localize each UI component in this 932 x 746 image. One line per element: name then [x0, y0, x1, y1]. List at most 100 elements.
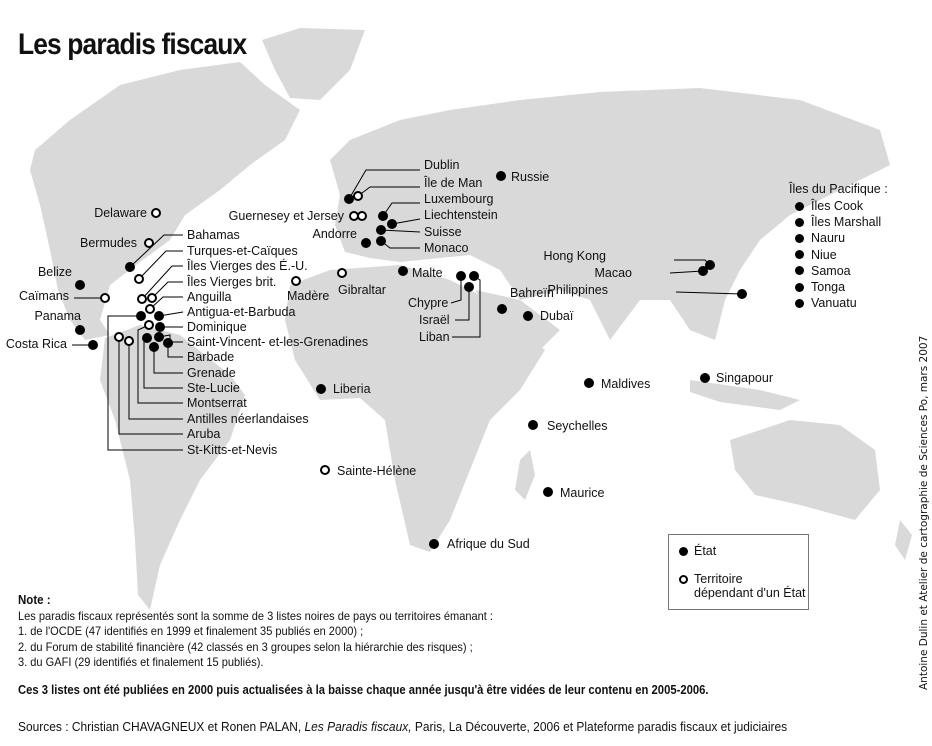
greenland [262, 28, 365, 100]
place-label-anguilla: Anguilla [187, 290, 232, 304]
place-label-antilles-neerlandaises: Antilles néerlandaises [187, 412, 309, 426]
pacific-item-label: Niue [811, 247, 837, 262]
etat-marker-saint-vincent-et-les-grenadines [154, 332, 164, 342]
leader-line-aruba [118, 337, 183, 435]
etat-marker-st-kitts-et-nevis [136, 311, 146, 321]
arabia [475, 290, 560, 350]
pacific-item-label: Vanuatu [811, 296, 857, 311]
territoire-marker-sainte-helene [320, 465, 330, 475]
etat-marker-israel [464, 282, 474, 292]
australia [730, 420, 880, 520]
place-label-caimans: Caïmans [18, 289, 69, 303]
territoire-marker-turques-et-caiques [134, 274, 144, 284]
sources: Sources : Christian CHAVAGNEUX et Ronen … [18, 719, 788, 734]
leader-line-grenade [153, 347, 183, 374]
place-label-grenade: Grenade [187, 366, 236, 380]
pacific-item: Nauru [795, 230, 888, 246]
pacific-item-label: Nauru [811, 231, 846, 246]
etat-marker-icon [795, 233, 804, 243]
south-america [100, 325, 245, 610]
leader-line-bahamas [129, 234, 183, 268]
place-label-andorre: Andorre [312, 227, 357, 241]
etat-marker-dubai [523, 311, 533, 321]
etat-marker-seychelles [528, 420, 538, 430]
etat-marker-panama [75, 325, 85, 335]
territoire-marker-gibraltar [337, 268, 347, 278]
etat-marker-liechtenstein [387, 219, 397, 229]
pacific-item-label: Îles Cook [811, 199, 864, 214]
etat-marker-liberia [316, 384, 326, 394]
pacific-item-label: Îles Marshall [811, 215, 882, 230]
leader-line-macao [669, 270, 704, 274]
territoire-marker-antilles-neerlandaises [124, 336, 134, 346]
territoire-marker-madere [291, 276, 301, 286]
etat-marker-icon [795, 217, 804, 227]
indonesia [690, 380, 800, 410]
etat-marker-dublin [344, 194, 354, 204]
leader-line-dublin [348, 169, 420, 200]
place-label-bahrein: Bahreïn [510, 286, 554, 300]
leader-line-montserrat [137, 324, 183, 404]
etat-marker-philippines [737, 289, 747, 299]
etat-marker-icon [795, 282, 804, 292]
territoire-marker-montserrat [144, 320, 154, 330]
leader-line-iles-vierges-brit [151, 281, 183, 299]
place-label-iles-vierges-des-e-u: Îles Vierges des É.-U. [187, 259, 308, 273]
etat-marker-singapour [700, 373, 710, 383]
place-label-panama: Panama [34, 309, 81, 323]
note-emphasis: Ces 3 listes ont été publiées en 2000 pu… [18, 683, 709, 697]
leader-line-israel [455, 287, 470, 321]
leader-line-suisse [380, 229, 421, 233]
leader-line-chypre [450, 276, 462, 304]
etat-marker-grenade [149, 342, 159, 352]
etat-marker-icon [795, 250, 804, 260]
place-label-antigua-et-barbuda: Antigua-et-Barbuda [187, 305, 296, 319]
etat-marker-barbade [163, 338, 173, 348]
pacific-item: Îles Marshall [795, 214, 888, 230]
place-label-singapour: Singapour [716, 371, 773, 385]
etat-marker-luxembourg [378, 211, 388, 221]
place-label-malte: Malte [412, 266, 443, 280]
place-label-maldives: Maldives [601, 377, 651, 391]
pacific-item: Îles Cook [795, 198, 888, 214]
north-america [30, 62, 300, 340]
place-label-monaco: Monaco [424, 241, 469, 255]
place-label-sainte-helene: Sainte-Hélène [337, 464, 417, 478]
open-circle-icon [679, 575, 688, 584]
legend-etat-label: État [694, 544, 717, 558]
note-line: 2. du Forum de stabilité financière (42 … [18, 639, 473, 654]
territoire-marker-iles-vierges-brit [147, 293, 157, 303]
etat-marker-costa-rica [88, 340, 98, 350]
note-line: 1. de l'OCDE (47 identifiés en 1999 et f… [18, 624, 364, 638]
legend-territoire-label: Territoire dépendant d'un État [694, 572, 806, 600]
note-line: Les paradis fiscaux représentés sont la … [18, 608, 493, 623]
etat-marker-ste-lucie [142, 333, 152, 343]
eurasia [330, 88, 890, 340]
place-label-montserrat: Montserrat [187, 396, 247, 410]
pacific-item: Vanuatu [795, 295, 888, 311]
place-label-luxembourg: Luxembourg [424, 192, 494, 206]
territoire-marker-anguilla [145, 304, 155, 314]
etat-marker-chypre [456, 271, 466, 281]
territoire-marker-iles-vierges-des-e-u [137, 294, 147, 304]
place-label-st-kitts-et-nevis: St-Kitts-et-Nevis [187, 443, 278, 457]
place-label-russie: Russie [511, 170, 550, 184]
etat-marker-belize [75, 280, 85, 290]
place-label-liban: Liban [419, 330, 450, 344]
etat-marker-icon [795, 266, 804, 276]
etat-marker-malte [398, 266, 408, 276]
etat-marker-andorre [361, 238, 371, 248]
place-label-hong-kong: Hong Kong [543, 249, 606, 263]
leader-line-philippines [675, 291, 743, 295]
territoire-marker-bermudes [144, 238, 154, 248]
leader-line-antilles-neerlandaises [128, 341, 183, 420]
place-label-seychelles: Seychelles [547, 419, 608, 433]
place-label-turques-et-caiques: Turques-et-Caïques [187, 244, 298, 258]
place-label-israel: Israël [419, 313, 450, 327]
place-label-chypre: Chypre [408, 296, 449, 310]
territoire-marker-ile-de-man [353, 191, 363, 201]
pacific-item: Niue [795, 247, 888, 263]
place-label-ste-lucie: Ste-Lucie [187, 381, 240, 395]
etat-marker-antigua-et-barbuda [154, 311, 164, 321]
